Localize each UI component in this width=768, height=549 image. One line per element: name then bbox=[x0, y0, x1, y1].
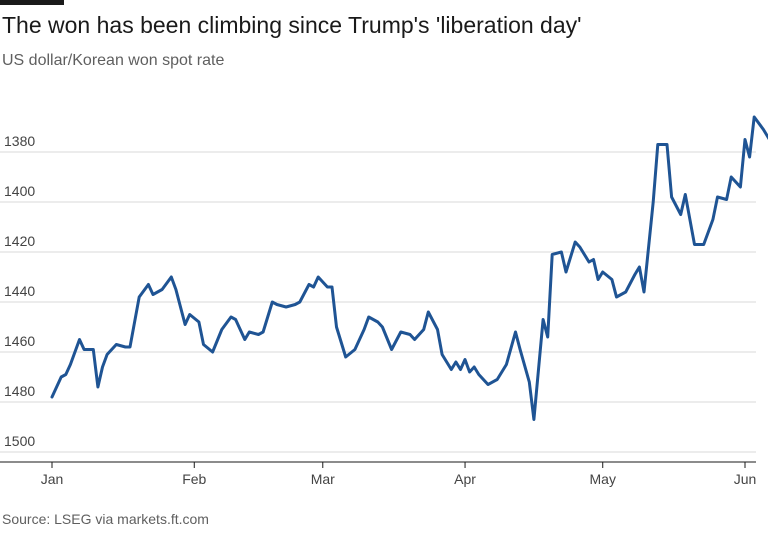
y-tick-label: 1400 bbox=[4, 183, 35, 199]
source-note: Source: LSEG via markets.ft.com bbox=[2, 511, 209, 527]
chart-title: The won has been climbing since Trump's … bbox=[2, 12, 582, 38]
y-tick-label: 1420 bbox=[4, 233, 35, 249]
y-tick-label: 1500 bbox=[4, 433, 35, 449]
y-tick-label: 1460 bbox=[4, 333, 35, 349]
y-tick-label: 1440 bbox=[4, 283, 35, 299]
x-tick-label: Jun bbox=[734, 471, 757, 487]
x-tick-label: May bbox=[590, 471, 616, 487]
x-tick-label: Feb bbox=[182, 471, 206, 487]
y-axis-ticks: 1380 1400 1420 1440 1460 1480 1500 bbox=[4, 133, 35, 449]
y-tick-label: 1480 bbox=[4, 383, 35, 399]
x-axis: Jan Feb Mar Apr May Jun bbox=[0, 461, 757, 487]
y-tick-label: 1380 bbox=[4, 133, 35, 149]
x-tick-label: Jan bbox=[41, 471, 64, 487]
x-tick-label: Mar bbox=[311, 471, 335, 487]
chart-subtitle: US dollar/Korean won spot rate bbox=[2, 52, 225, 69]
brand-top-bar bbox=[0, 0, 64, 5]
x-tick-label: Apr bbox=[454, 471, 476, 487]
series-line bbox=[50, 115, 768, 421]
gridlines bbox=[0, 151, 756, 453]
series-layer bbox=[50, 115, 768, 421]
